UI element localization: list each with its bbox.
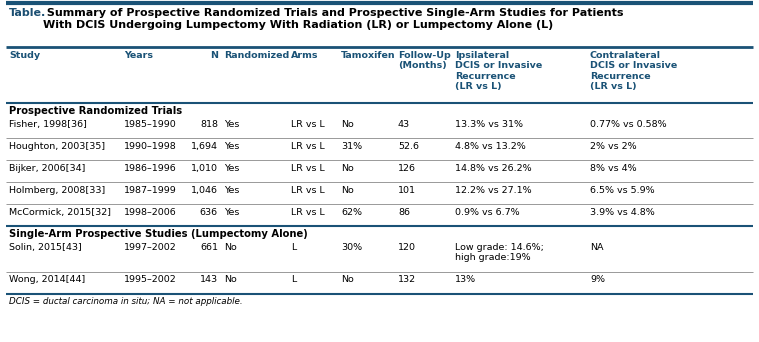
Text: Yes: Yes	[224, 208, 239, 217]
Text: 0.9% vs 6.7%: 0.9% vs 6.7%	[455, 208, 520, 217]
Text: 13%: 13%	[455, 275, 476, 284]
Text: LR vs L: LR vs L	[291, 142, 325, 151]
Text: LR vs L: LR vs L	[291, 164, 325, 173]
Text: 132: 132	[398, 275, 416, 284]
Text: Follow-Up
(Months): Follow-Up (Months)	[398, 51, 451, 70]
Text: LR vs L: LR vs L	[291, 120, 325, 129]
Text: Wong, 2014[44]: Wong, 2014[44]	[9, 275, 85, 284]
Text: Study: Study	[9, 51, 40, 60]
Text: 12.2% vs 27.1%: 12.2% vs 27.1%	[455, 186, 531, 195]
Text: Tamoxifen: Tamoxifen	[341, 51, 395, 60]
Text: 43: 43	[398, 120, 410, 129]
Text: 4.8% vs 13.2%: 4.8% vs 13.2%	[455, 142, 526, 151]
Text: Summary of Prospective Randomized Trials and Prospective Single-Arm Studies for : Summary of Prospective Randomized Trials…	[43, 8, 623, 30]
Text: 1990–1998: 1990–1998	[124, 142, 177, 151]
Text: Yes: Yes	[224, 164, 239, 173]
Text: DCIS = ductal carcinoma in situ; NA = not applicable.: DCIS = ductal carcinoma in situ; NA = no…	[9, 297, 243, 306]
Text: No: No	[341, 120, 354, 129]
Text: No: No	[341, 275, 354, 284]
Text: 1,046: 1,046	[191, 186, 218, 195]
Text: Ipsilateral
DCIS or Invasive
Recurrence
(LR vs L): Ipsilateral DCIS or Invasive Recurrence …	[455, 51, 542, 91]
Text: 86: 86	[398, 208, 410, 217]
Text: McCormick, 2015[32]: McCormick, 2015[32]	[9, 208, 111, 217]
Text: 818: 818	[200, 120, 218, 129]
Text: Yes: Yes	[224, 142, 239, 151]
Text: Years: Years	[124, 51, 153, 60]
Text: 1,694: 1,694	[191, 142, 218, 151]
Text: Solin, 2015[43]: Solin, 2015[43]	[9, 243, 82, 252]
Text: 30%: 30%	[341, 243, 362, 252]
Text: Fisher, 1998[36]: Fisher, 1998[36]	[9, 120, 87, 129]
Text: NA: NA	[590, 243, 603, 252]
Text: 6.5% vs 5.9%: 6.5% vs 5.9%	[590, 186, 654, 195]
Text: L: L	[291, 243, 296, 252]
Text: 1997–2002: 1997–2002	[124, 243, 177, 252]
Text: 1986–1996: 1986–1996	[124, 164, 177, 173]
Text: Randomized: Randomized	[224, 51, 289, 60]
Text: 9%: 9%	[590, 275, 605, 284]
Text: 13.3% vs 31%: 13.3% vs 31%	[455, 120, 523, 129]
Text: No: No	[341, 164, 354, 173]
Text: Low grade: 14.6%;
high grade:19%: Low grade: 14.6%; high grade:19%	[455, 243, 544, 262]
Text: Yes: Yes	[224, 120, 239, 129]
Text: 2% vs 2%: 2% vs 2%	[590, 142, 637, 151]
Text: Table.: Table.	[9, 8, 46, 18]
Text: No: No	[224, 275, 237, 284]
Text: 1995–2002: 1995–2002	[124, 275, 177, 284]
Text: 1998–2006: 1998–2006	[124, 208, 177, 217]
Text: L: L	[291, 275, 296, 284]
Text: No: No	[341, 186, 354, 195]
Text: 3.9% vs 4.8%: 3.9% vs 4.8%	[590, 208, 655, 217]
Text: 8% vs 4%: 8% vs 4%	[590, 164, 637, 173]
Text: 1987–1999: 1987–1999	[124, 186, 177, 195]
Text: 636: 636	[200, 208, 218, 217]
Text: 52.6: 52.6	[398, 142, 419, 151]
Text: Prospective Randomized Trials: Prospective Randomized Trials	[9, 106, 182, 116]
Text: 101: 101	[398, 186, 416, 195]
Text: LR vs L: LR vs L	[291, 208, 325, 217]
Text: Bijker, 2006[34]: Bijker, 2006[34]	[9, 164, 85, 173]
Text: 126: 126	[398, 164, 416, 173]
Text: No: No	[224, 243, 237, 252]
Text: Holmberg, 2008[33]: Holmberg, 2008[33]	[9, 186, 106, 195]
Text: 1985–1990: 1985–1990	[124, 120, 177, 129]
Text: 62%: 62%	[341, 208, 362, 217]
Text: 31%: 31%	[341, 142, 362, 151]
Text: 120: 120	[398, 243, 416, 252]
Text: Yes: Yes	[224, 186, 239, 195]
Text: 1,010: 1,010	[191, 164, 218, 173]
Text: LR vs L: LR vs L	[291, 186, 325, 195]
Text: Contralateral
DCIS or Invasive
Recurrence
(LR vs L): Contralateral DCIS or Invasive Recurrenc…	[590, 51, 677, 91]
Text: 661: 661	[200, 243, 218, 252]
Text: 0.77% vs 0.58%: 0.77% vs 0.58%	[590, 120, 666, 129]
Text: 14.8% vs 26.2%: 14.8% vs 26.2%	[455, 164, 531, 173]
Text: N: N	[210, 51, 218, 60]
Text: Houghton, 2003[35]: Houghton, 2003[35]	[9, 142, 106, 151]
Text: Arms: Arms	[291, 51, 319, 60]
Text: Single-Arm Prospective Studies (Lumpectomy Alone): Single-Arm Prospective Studies (Lumpecto…	[9, 229, 307, 239]
Text: 143: 143	[200, 275, 218, 284]
